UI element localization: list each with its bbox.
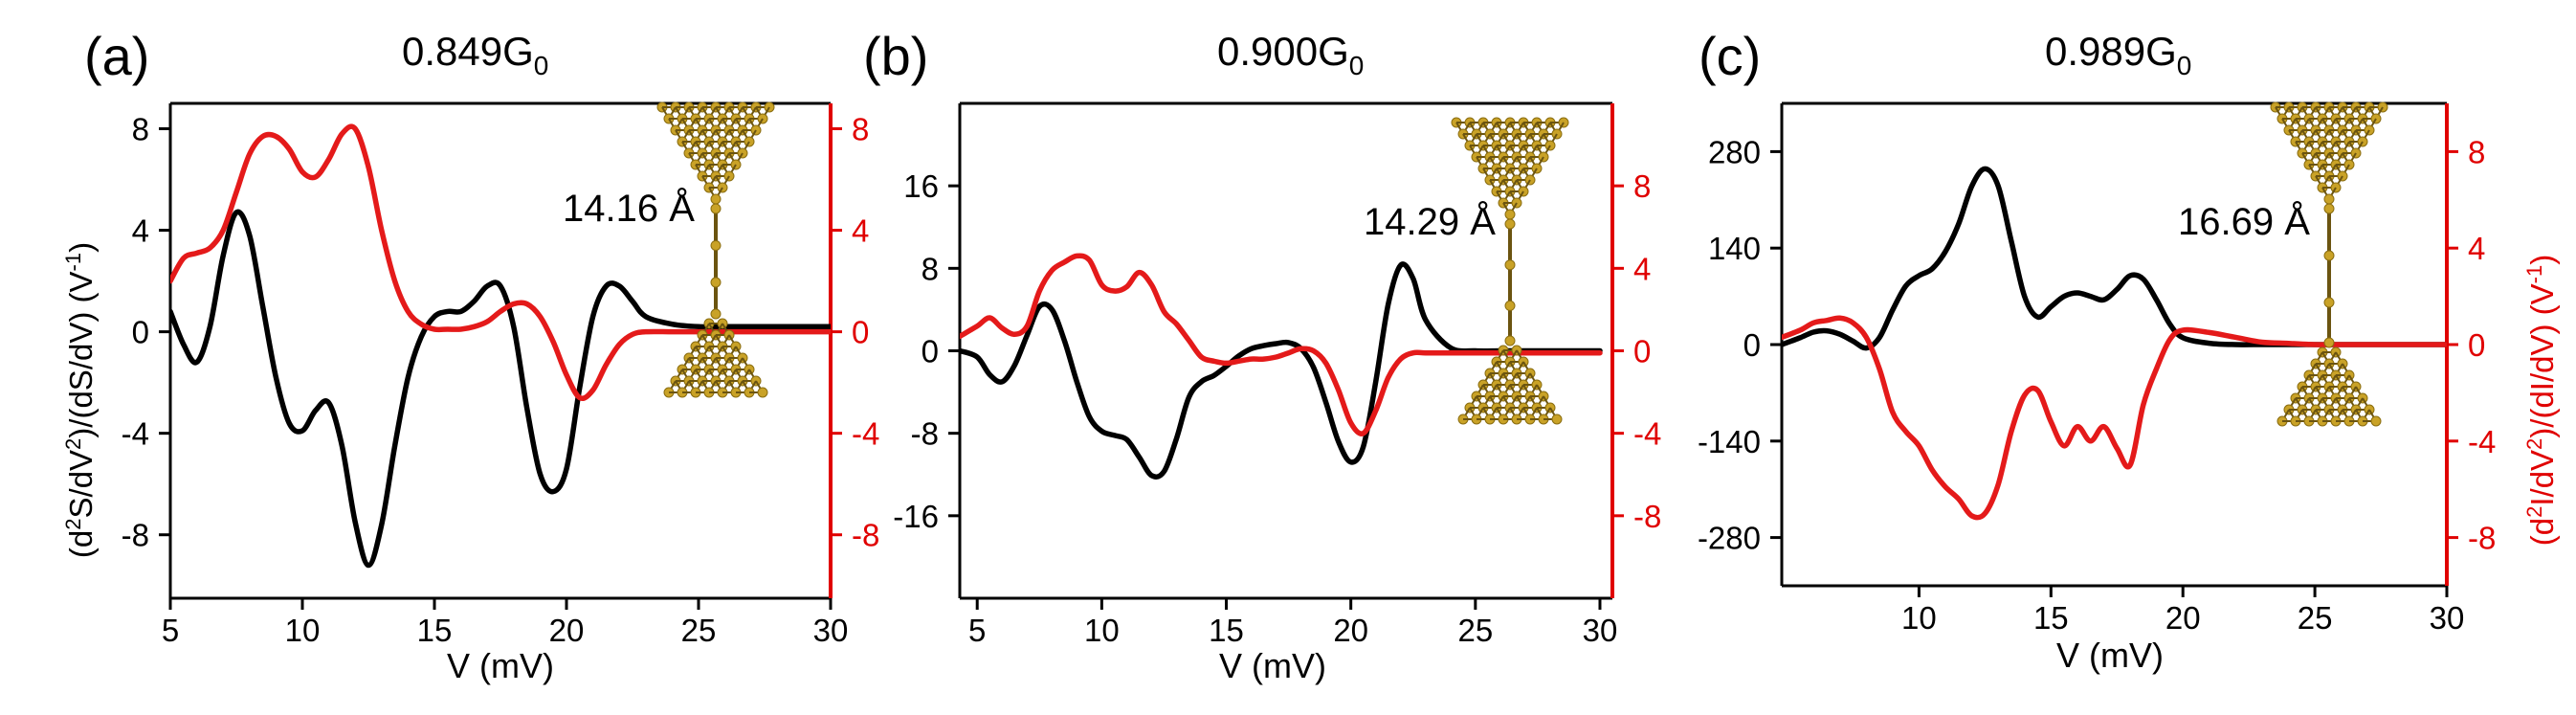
y-left-tick-label-a: -4 [122, 416, 149, 452]
plot-a: 5 10 15 20 25 30 -8 -4 0 4 8 -8 -4 0 4 8 [122, 101, 879, 648]
x-axis-label-b: V (mV) [1219, 646, 1326, 685]
gold-tip-top-c [2270, 101, 2388, 205]
panel-title-a-sub: 0 [534, 51, 549, 80]
series-black-line-b [960, 261, 1603, 480]
x-tick-label-b: 25 [1457, 613, 1493, 648]
y-right-tick-label-a: 8 [852, 112, 869, 147]
y-left-tick-label-c: 280 [1708, 134, 1761, 169]
x-tick-label-b: 20 [1333, 613, 1368, 648]
y-right-tick-label-c: -8 [2468, 521, 2496, 556]
y-left-tick-label-c: 140 [1708, 231, 1761, 266]
y-right-tick-label-b: 4 [1633, 251, 1651, 286]
junction-struct-c [2270, 101, 2388, 427]
panel-title-a: 0.849G0 [402, 29, 548, 80]
plot-b: 5 10 15 20 25 30 -16 -8 0 8 16 -8 -4 0 4 8 [893, 101, 1661, 648]
y-right-tick-label-c: -4 [2468, 424, 2496, 459]
y-left-tick-label-c: -140 [1698, 424, 1761, 459]
x-axis-label-c: V (mV) [2056, 636, 2164, 675]
plot-c: 10 15 20 25 30 -280 -140 0 140 280 -8 -4 0 4 8 [1698, 101, 2496, 636]
panel-label-c: (c) [1699, 26, 1761, 86]
y-right-tick-label-c: 8 [2468, 134, 2485, 169]
gold-tip-bottom-a [663, 318, 768, 398]
x-tick-label-b: 5 [968, 613, 986, 648]
y-left-tick-label-c: 0 [1743, 327, 1761, 363]
annotation-gap-a: 14.16 Å [563, 187, 695, 230]
y-left-tick-label-b: 8 [922, 251, 939, 286]
y-right-tick-label-b: -8 [1633, 499, 1661, 534]
y-right-tick-label-b: -4 [1633, 416, 1661, 452]
y-right-tick-label-c: 4 [2468, 231, 2485, 266]
y-right-axis-label: (d2I/dV2)/(dI/dV) (V-1) [2522, 255, 2560, 546]
series-red-line-c [1782, 315, 2447, 521]
y-left-tick-label-c: -280 [1698, 521, 1761, 556]
gold-tip-top-b [1451, 117, 1569, 220]
y-right-tick-label-a: -4 [852, 416, 879, 452]
annotation-gap-c: 16.69 Å [2178, 200, 2310, 243]
y-left-tick-label-b: 0 [922, 334, 939, 369]
panel-b: (b) 0.900G0 5 10 15 20 25 30-16-80816-8-4048 … [863, 26, 1661, 685]
atomic-chain-a [710, 203, 722, 320]
y-right-tick-label-b: 0 [1633, 334, 1651, 369]
panel-title-c-main: 0.989G [2045, 29, 2177, 74]
x-tick-label-c: 30 [2430, 600, 2465, 636]
series-black-line-a [170, 209, 831, 569]
y-right-tick-label-a: 4 [852, 213, 869, 249]
y-right-tick-label-b: 8 [1633, 168, 1651, 204]
molecular-junction-image-c [2270, 101, 2388, 427]
panel-title-b: 0.900G0 [1217, 29, 1364, 80]
y-left-tick-label-a: 4 [132, 213, 149, 249]
y-left-tick-label-a: 8 [132, 112, 149, 147]
series-red-line-a [170, 123, 831, 401]
x-tick-label-c: 25 [2298, 600, 2333, 636]
gold-tip-bottom-c [2276, 346, 2382, 427]
junction-struct-a [656, 101, 775, 398]
x-axis-label-a: V (mV) [447, 646, 554, 685]
x-tick-label-c: 15 [2033, 600, 2069, 636]
panel-title-c-sub: 0 [2177, 51, 2192, 80]
panel-title-b-sub: 0 [1349, 51, 1365, 80]
panel-label-b: (b) [863, 26, 928, 86]
x-tick-label-c: 20 [2165, 600, 2201, 636]
x-tick-label-a: 30 [813, 613, 849, 648]
panel-a: (a) 0.849G0 (d2S/dV2)/(dS/dV) (V-1) 5 10 1… [61, 26, 879, 685]
series-red-line-b [960, 253, 1603, 436]
y-right-tick-label-c: 0 [2468, 327, 2485, 363]
y-left-tick-label-b: 16 [903, 168, 939, 204]
y-left-tick-label-a: -8 [122, 518, 149, 553]
y-left-tick-label-a: 0 [132, 315, 149, 350]
panel-label-a: (a) [84, 26, 149, 86]
y-left-tick-label-b: -8 [911, 416, 939, 452]
y-left-tick-label-b: -16 [893, 499, 939, 534]
junction-struct-b [1451, 117, 1569, 425]
series-black-line-c [1782, 166, 2447, 351]
panel-title-a-main: 0.849G [402, 29, 534, 74]
gold-tip-bottom-b [1457, 345, 1563, 425]
atomic-chain-b [1504, 218, 1516, 346]
molecular-junction-image-b [1451, 117, 1569, 425]
y-left-axis-label: (d2S/dV2)/(dS/dV) (V-1) [61, 242, 99, 558]
panel-title-c: 0.989G0 [2045, 29, 2191, 80]
x-tick-label-b: 10 [1084, 613, 1120, 648]
molecular-junction-image-a [656, 101, 775, 398]
x-tick-label-c: 10 [1901, 600, 1937, 636]
x-tick-label-a: 10 [285, 613, 321, 648]
panel-c: (c) 0.989G0 10 15 20 25 30-280-1400140280-8-… [1698, 26, 2560, 675]
x-tick-label-b: 15 [1209, 613, 1244, 648]
panel-title-b-main: 0.900G [1217, 29, 1349, 74]
x-tick-label-a: 15 [417, 613, 453, 648]
x-tick-label-b: 30 [1583, 613, 1618, 648]
annotation-gap-b: 14.29 Å [1364, 200, 1496, 243]
y-right-tick-label-a: 0 [852, 315, 869, 350]
x-tick-label-a: 5 [162, 613, 179, 648]
y-right-tick-label-a: -8 [852, 518, 879, 553]
x-tick-label-a: 20 [549, 613, 585, 648]
gold-tip-top-a [656, 101, 775, 205]
x-tick-label-a: 25 [681, 613, 717, 648]
atomic-chain-c [2323, 203, 2335, 348]
